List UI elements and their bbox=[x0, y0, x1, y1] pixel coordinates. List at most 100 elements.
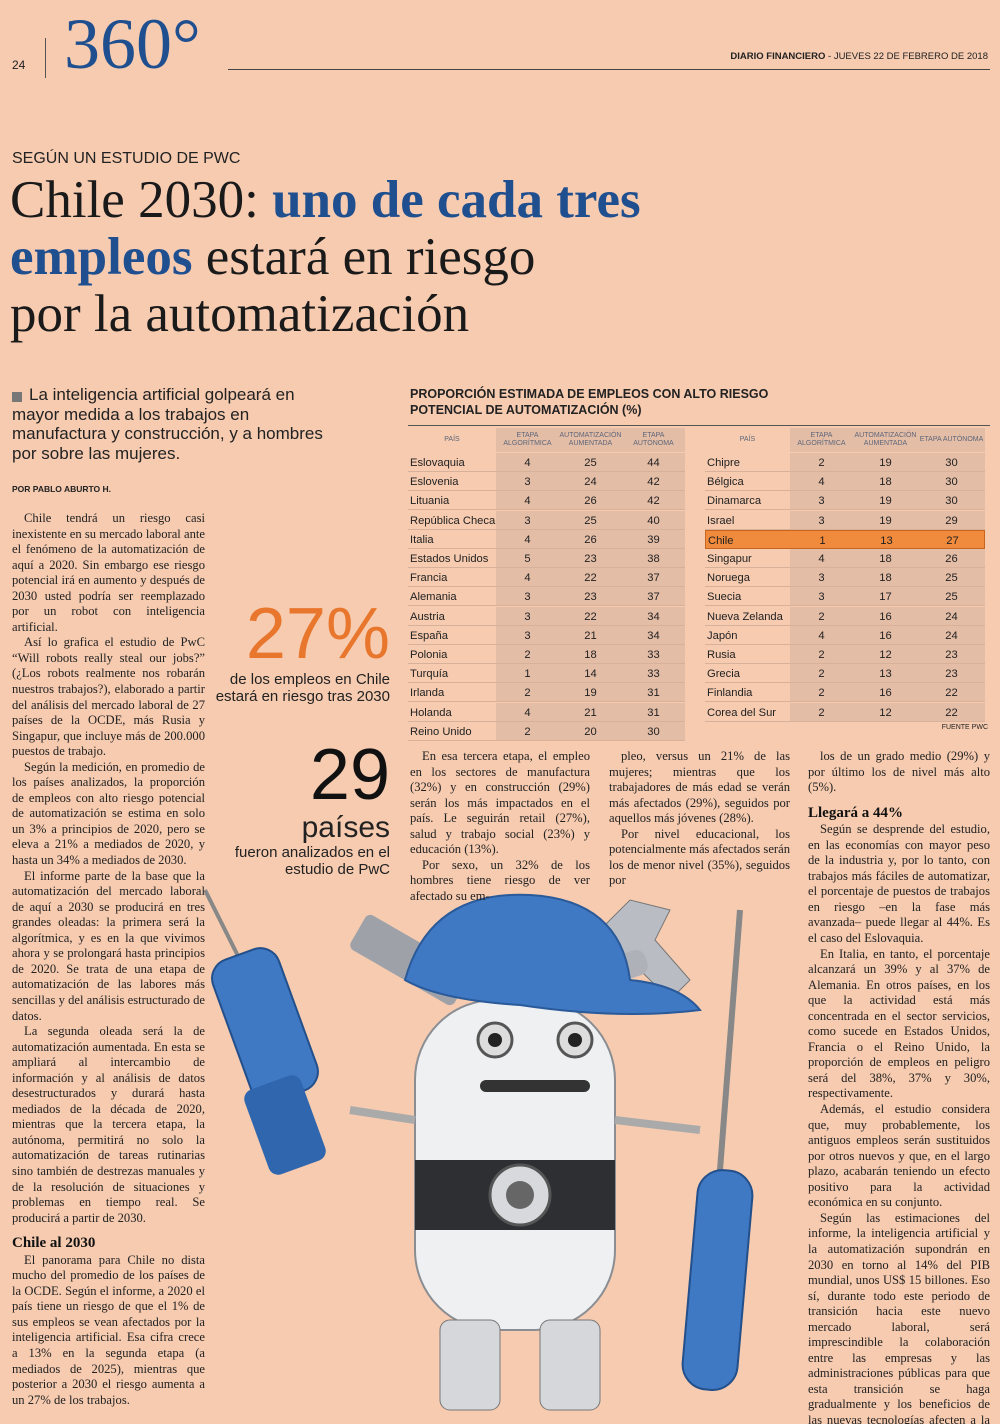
table-row: Polonia 2 18 33 bbox=[408, 645, 685, 664]
column-header: PAÍS bbox=[444, 436, 460, 443]
table-value: 22 bbox=[559, 606, 622, 625]
table-value: 2 bbox=[790, 702, 853, 721]
table-value: 44 bbox=[622, 453, 685, 471]
country-name: España bbox=[410, 629, 448, 642]
table-row: Francia 4 22 37 bbox=[408, 568, 685, 588]
table-value: 4 bbox=[496, 702, 559, 721]
table-row: Turquía 1 14 33 bbox=[408, 664, 685, 684]
headline-line: Chile 2030: uno de cada tres bbox=[10, 172, 641, 229]
column-header: ETAPA AUTÓNOMA bbox=[622, 428, 685, 452]
table-row: Eslovaquia 4 25 44 bbox=[408, 453, 685, 472]
table-value: 26 bbox=[918, 549, 985, 567]
table-value: 18 bbox=[559, 645, 622, 663]
table-value: 4 bbox=[496, 529, 559, 548]
table-row: Dinamarca 3 19 30 bbox=[705, 491, 985, 511]
table-value: 23 bbox=[559, 587, 622, 606]
country-name: Reino Unido bbox=[410, 725, 472, 738]
text-column: los de un grado medio (29%) y por último… bbox=[808, 749, 990, 1424]
table-value: 22 bbox=[559, 568, 622, 587]
headline-segment: estará en riesgo bbox=[192, 228, 536, 286]
table-value: 3 bbox=[496, 472, 559, 491]
table-value: 4 bbox=[496, 568, 559, 587]
table-value: 22 bbox=[918, 683, 985, 702]
paragraph: El informe parte de la base que la autom… bbox=[12, 868, 205, 1023]
table-value: 2 bbox=[790, 683, 853, 702]
paragraph: Así lo grafica el estudio de PwC “Will r… bbox=[12, 635, 205, 759]
callout-caption: de los empleos en Chile estará en riesgo… bbox=[215, 671, 390, 705]
table-value: 23 bbox=[918, 645, 985, 663]
data-table: PAÍS ETAPA ALGORÍTMICA AUTOMATIZACIÓN AUME… bbox=[408, 428, 685, 741]
robot-arm bbox=[349, 1106, 416, 1124]
robot-leg bbox=[539, 1319, 601, 1411]
table-row-highlighted: Chile 1 13 27 bbox=[705, 529, 985, 549]
country-name: Eslovenia bbox=[410, 476, 459, 489]
table-value: 22 bbox=[918, 702, 985, 721]
rule bbox=[408, 425, 990, 426]
country-name: República Checa bbox=[410, 514, 496, 527]
table-value: 18 bbox=[853, 549, 918, 567]
country-name: Finlandia bbox=[707, 687, 753, 700]
table-value: 30 bbox=[918, 491, 985, 510]
table-value: 13 bbox=[853, 664, 918, 683]
table-value: 37 bbox=[622, 587, 685, 606]
paragraph: Según la medición, en promedio de los pa… bbox=[12, 759, 205, 868]
column-header: AUTOMATIZACIÓN AUMENTADA bbox=[559, 428, 622, 452]
table-value: 2 bbox=[790, 645, 853, 663]
table-value: 2 bbox=[790, 453, 853, 471]
headline-line: por la automatización bbox=[10, 286, 641, 343]
table-value: 33 bbox=[622, 664, 685, 683]
country-name: Singapur bbox=[707, 553, 752, 565]
table-value: 13 bbox=[880, 534, 893, 547]
table-value: 29 bbox=[918, 510, 985, 529]
table-value: 16 bbox=[853, 625, 918, 644]
table-value: 1 bbox=[819, 534, 826, 547]
column-header: ETAPA AUTÓNOMA bbox=[918, 428, 985, 452]
table-value: 14 bbox=[559, 664, 622, 683]
country-name: Japón bbox=[707, 629, 738, 642]
table-value: 42 bbox=[622, 491, 685, 510]
country-name: Polonia bbox=[410, 649, 448, 661]
table-value: 30 bbox=[918, 472, 985, 491]
robot-arm bbox=[614, 1116, 701, 1134]
table-value: 4 bbox=[790, 472, 853, 491]
table-value: 16 bbox=[853, 683, 918, 702]
country-name: Estados Unidos bbox=[410, 553, 489, 565]
table-value: 3 bbox=[496, 625, 559, 644]
table-value: 3 bbox=[496, 606, 559, 625]
table-value: 2 bbox=[790, 664, 853, 683]
table-row: Lituania 4 26 42 bbox=[408, 491, 685, 511]
table-value: 27 bbox=[946, 534, 959, 547]
callout-unit: países bbox=[301, 811, 390, 844]
table-row: Chipre 2 19 30 bbox=[705, 453, 985, 472]
lead: La inteligencia artificial golpeará en m… bbox=[12, 385, 323, 463]
table-title: PROPORCIÓN ESTIMADA DE EMPLEOS CON ALTO … bbox=[410, 387, 769, 417]
callout-caption: fueron analizados en el estudio de PwC bbox=[234, 844, 390, 878]
country-name: Dinamarca bbox=[707, 495, 762, 508]
rule bbox=[228, 69, 990, 70]
paragraph: La segunda oleada será la de automatizac… bbox=[12, 1024, 205, 1225]
section-title: 360° bbox=[64, 4, 201, 84]
table-value: 1 bbox=[496, 664, 559, 683]
paragraph: pleo, versus un 21% de las mujeres; mien… bbox=[609, 749, 790, 826]
table-value: 21 bbox=[559, 625, 622, 644]
screwdriver bbox=[681, 909, 754, 1391]
table-value: 12 bbox=[853, 702, 918, 721]
table-value: 2 bbox=[496, 645, 559, 663]
country-name: Bélgica bbox=[707, 476, 744, 489]
table-value: 40 bbox=[622, 510, 685, 529]
callout-figure: 29 bbox=[309, 735, 390, 815]
table-row: España 3 21 34 bbox=[408, 625, 685, 645]
table-row: Singapur 4 18 26 bbox=[705, 549, 985, 568]
table-value: 23 bbox=[918, 664, 985, 683]
table-row: Bélgica 4 18 30 bbox=[705, 472, 985, 492]
text-column: En esa tercera etapa, el empleo en los s… bbox=[410, 749, 590, 904]
table-row: Nueva Zelanda 2 16 24 bbox=[705, 606, 985, 626]
table-value: 2 bbox=[496, 721, 559, 740]
paragraph: Por sexo, un 32% de los hombres tiene ri… bbox=[410, 857, 590, 903]
table-value: 31 bbox=[622, 702, 685, 721]
column-header: ETAPA ALGORÍTMICA bbox=[496, 428, 559, 452]
headline-line: empleos estará en riesgo bbox=[10, 229, 641, 286]
table-value: 31 bbox=[622, 683, 685, 702]
country-name: Grecia bbox=[707, 668, 740, 681]
